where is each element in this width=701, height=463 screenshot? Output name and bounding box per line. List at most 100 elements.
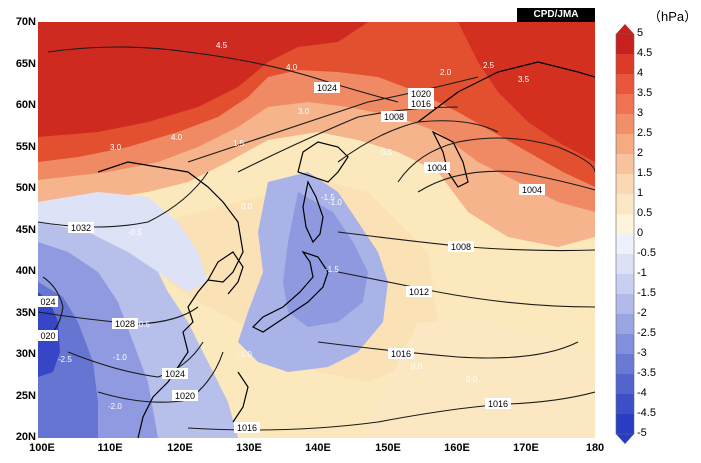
colorbar-swatch: [616, 374, 634, 395]
anomaly-label: -1.0: [238, 350, 252, 359]
lat-label: 50N: [15, 182, 36, 194]
anomaly-label: 4.0: [171, 133, 183, 142]
colorbar-tick-label: -5: [637, 427, 647, 439]
colorbar-tick-label: -1.5: [637, 287, 656, 299]
colorbar-tick-label: -4: [637, 387, 647, 399]
anomaly-region-negative: [38, 192, 208, 292]
anomaly-label: -0.5: [136, 320, 150, 329]
colorbar: [615, 24, 635, 444]
anomaly-region-positive: [458, 22, 595, 162]
anomaly-region-neutral: [368, 322, 595, 438]
colorbar-swatch: [616, 354, 634, 375]
map-canvas: 1024 1020 1016 1008 1004 1004 1032 1008 …: [38, 22, 595, 438]
lon-label: 170E: [513, 442, 539, 454]
isobar-line: [337, 271, 595, 308]
colorbar-tick-label: -1: [637, 267, 647, 279]
lat-label: 25N: [15, 390, 36, 402]
isobar-labels: 1024 1020 1016 1008 1004 1004 1032 1008 …: [38, 82, 545, 433]
colorbar-tick-label: -2: [637, 307, 647, 319]
colorbar-swatch: [616, 214, 634, 235]
colorbar-tick-label: 3: [637, 107, 644, 119]
anomaly-label: 3.0: [298, 107, 310, 116]
colorbar-tick-label: -3: [637, 347, 647, 359]
colorbar-swatch: [616, 134, 634, 155]
lat-label: 35N: [15, 307, 36, 319]
colorbar-swatch: [616, 74, 634, 95]
isobar-label: 1016: [391, 349, 411, 359]
anomaly-label: 2.5: [483, 61, 495, 70]
colorbar-swatch: [616, 274, 634, 295]
lat-label: 45N: [15, 224, 36, 236]
coastline-kamchatka: [417, 61, 595, 123]
colorbar-swatch: [616, 34, 634, 55]
colorbar-swatch: [616, 194, 634, 215]
unit-label: （hPa）: [648, 9, 698, 24]
isobar-label: 1020: [411, 89, 431, 99]
isobar-line: [187, 391, 595, 431]
colorbar-tick-label: -4.5: [637, 407, 656, 419]
anomaly-label: 3.0: [110, 143, 122, 152]
colorbar-tick-label: 5: [637, 27, 644, 39]
isobar-label: 1024: [165, 369, 185, 379]
credit-label: CPD/JMA: [517, 8, 595, 22]
isobar-label: 1028: [115, 319, 135, 329]
colorbar-swatch: [616, 174, 634, 195]
coastline-sakhalin: [302, 180, 324, 244]
anomaly-label: 1.5: [233, 139, 245, 148]
colorbar-tick-label: 1: [637, 187, 644, 199]
anomaly-label: 0.0: [466, 375, 478, 384]
isobar-label: 020: [40, 331, 55, 341]
isobar-line: [337, 120, 499, 163]
anomaly-label: 0.0: [241, 202, 253, 211]
colorbar-swatch: [616, 314, 634, 335]
colorbar-swatch: [616, 114, 634, 135]
anomaly-label: 0.0: [411, 362, 423, 371]
isobar-label: 1016: [411, 99, 431, 109]
lat-label: 60N: [15, 99, 36, 111]
colorbar-tick-label: 2: [637, 147, 644, 159]
anomaly-label: 4.5: [216, 41, 228, 50]
colorbar-swatch: [616, 394, 634, 415]
colorbar-tick-label: 4.5: [637, 47, 653, 59]
lon-label: 110E: [97, 442, 123, 454]
colorbar-swatch: [616, 414, 634, 435]
anomaly-label: 3.5: [518, 75, 530, 84]
isobar-line: [417, 170, 595, 193]
anomaly-label: -2.0: [108, 402, 122, 411]
colorbar-tick-label: -3.5: [637, 367, 656, 379]
colorbar-swatch: [616, 94, 634, 115]
colorbar-tick-label: 0.5: [637, 207, 653, 219]
lon-label: 130E: [236, 442, 262, 454]
anomaly-label: -2.5: [58, 355, 72, 364]
lat-label: 55N: [15, 141, 36, 153]
lat-label: 30N: [15, 348, 36, 360]
isobar-label: 1008: [451, 242, 471, 252]
lat-label: 70N: [15, 16, 36, 28]
colorbar-swatch: [616, 54, 634, 75]
coastline-japan: [251, 250, 329, 333]
isobar-line: [317, 341, 579, 359]
colorbar-swatch: [616, 154, 634, 175]
isobar-label: 1004: [427, 163, 447, 173]
colorbar-arrow-bottom: [616, 434, 634, 444]
isobar-line: [187, 76, 479, 163]
colorbar-swatch: [616, 334, 634, 355]
anomaly-label: 2.0: [440, 68, 452, 77]
isobar-label: 024: [40, 297, 55, 307]
isobar-label: 1020: [175, 391, 195, 401]
coastline-kamchatka: [431, 130, 469, 188]
colorbar-swatch: [616, 294, 634, 315]
anomaly-label: -1.5: [321, 193, 335, 202]
anomaly-label: -1.0: [328, 198, 342, 207]
colorbar-swatch: [616, 234, 634, 255]
anomaly-labels: 4.5 4.0 3.0 2.5 3.5 4.0 3.0 2.0 1.5 0.5 …: [58, 41, 530, 411]
colorbar-tick-label: 0: [637, 227, 644, 239]
lon-label: 120E: [167, 442, 193, 454]
colorbar-arrow-top: [616, 24, 634, 34]
coastline-okhotsk: [297, 141, 349, 183]
lat-label: 20N: [15, 431, 36, 443]
lon-label: 180: [585, 442, 605, 454]
anomaly-label: -1.0: [113, 353, 127, 362]
anomaly-label: 4.0: [286, 63, 298, 72]
isobar-label: 1024: [317, 83, 337, 93]
